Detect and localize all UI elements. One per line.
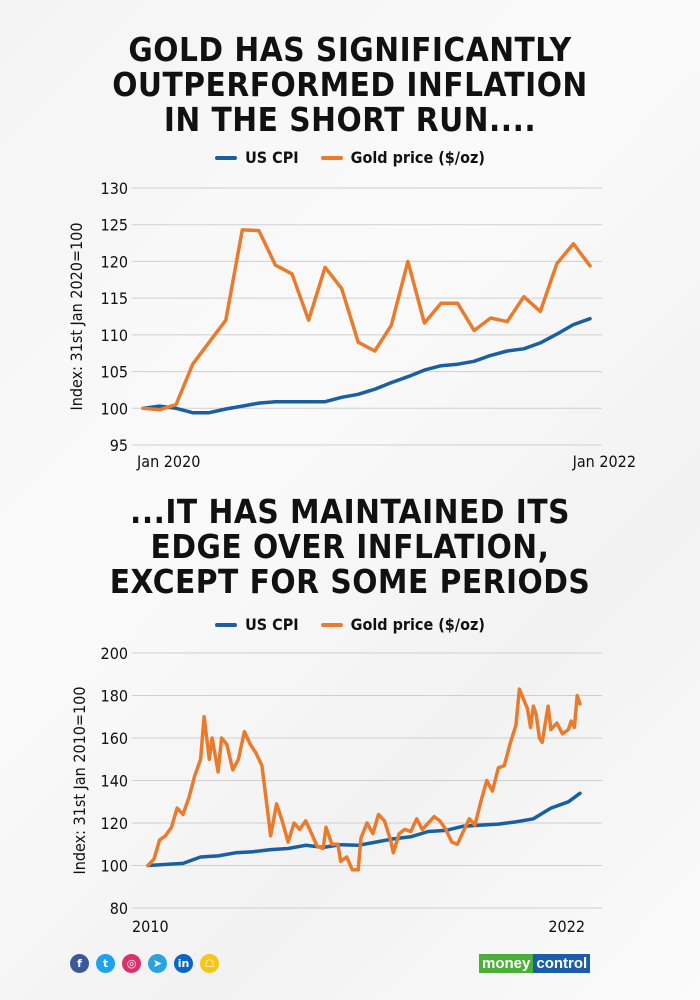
x-tick-label: 2022 (548, 917, 585, 936)
x-tick-label: Jan 2020 (136, 452, 200, 471)
y-tick-label: 140 (101, 772, 128, 791)
chart2-title-line: ...IT HAS MAINTAINED ITS (130, 492, 570, 531)
y-tick-label: 80 (110, 899, 128, 918)
cpi-line (146, 791, 582, 868)
legend-label: US CPI (245, 615, 299, 634)
chart2-title-line: EXCEPT FOR SOME PERIODS (109, 562, 591, 601)
cpi-swatch (215, 622, 238, 627)
y-tick-label: 115 (101, 289, 128, 308)
chart1-title-line: IN THE SHORT RUN.... (163, 100, 537, 139)
y-tick-label: 120 (101, 252, 128, 271)
cpi-swatch (215, 155, 238, 160)
x-tick-label: Jan 2022 (572, 452, 636, 471)
legend-label: Gold price ($/oz) (350, 148, 485, 167)
legend-label: Gold price ($/oz) (350, 615, 485, 634)
chart1-title-line: OUTPERFORMED INFLATION (112, 65, 588, 104)
facebook-icon[interactable]: f (70, 954, 89, 973)
chart2-legend: US CPI Gold price ($/oz) (0, 615, 700, 634)
y-tick-label: 180 (101, 687, 128, 706)
y-tick-label: 120 (101, 814, 128, 833)
y-tick-label: 160 (101, 729, 128, 748)
gold-swatch (320, 622, 343, 627)
legend-item-gold: Gold price ($/oz) (320, 615, 485, 634)
y-tick-label: 100 (101, 857, 128, 876)
gold-line (141, 228, 592, 412)
chart2-title: ...IT HAS MAINTAINED ITS EDGE OVER INFLA… (0, 494, 700, 599)
legend-item-gold: Gold price ($/oz) (320, 148, 485, 167)
logo-text-control: control (533, 954, 591, 973)
instagram-icon[interactable]: ◎ (122, 954, 141, 973)
chart1-title: GOLD HAS SIGNIFICANTLY OUTPERFORMED INFL… (0, 32, 700, 137)
chart1-legend: US CPI Gold price ($/oz) (0, 148, 700, 167)
telegram-icon[interactable]: ➤ (148, 954, 167, 973)
chart2-title-line: EDGE OVER INFLATION, (150, 527, 550, 566)
cpi-line (141, 316, 592, 415)
moneycontrol-logo: money control (479, 954, 591, 973)
twitter-icon[interactable]: t (96, 954, 115, 973)
y-tick-label: 130 (101, 179, 128, 198)
legend-label: US CPI (245, 148, 299, 167)
y-tick-label: 95 (110, 436, 128, 455)
y-tick-label: 105 (101, 363, 128, 382)
y-tick-label: 200 (101, 644, 128, 663)
y-tick-label: 100 (101, 399, 128, 418)
x-tick-label: 2010 (132, 917, 169, 936)
y-tick-label: 110 (101, 326, 128, 345)
legend-item-cpi: US CPI (215, 615, 299, 634)
linkedin-icon[interactable]: in (174, 954, 193, 973)
legend-item-cpi: US CPI (215, 148, 299, 167)
gold-swatch (320, 155, 343, 160)
chart1-title-line: GOLD HAS SIGNIFICANTLY (128, 30, 572, 69)
y-tick-label: 125 (101, 216, 128, 235)
snapchat-icon[interactable]: ☖ (200, 954, 219, 973)
y-axis-label: Index: 31st Jan 2020=100 (67, 223, 86, 411)
y-axis-label: Index: 31st Jan 2010=100 (70, 687, 89, 875)
social-icons: f t ◎ ➤ in ☖ (70, 954, 219, 973)
logo-text-money: money (479, 954, 534, 973)
gold-line (146, 687, 582, 872)
